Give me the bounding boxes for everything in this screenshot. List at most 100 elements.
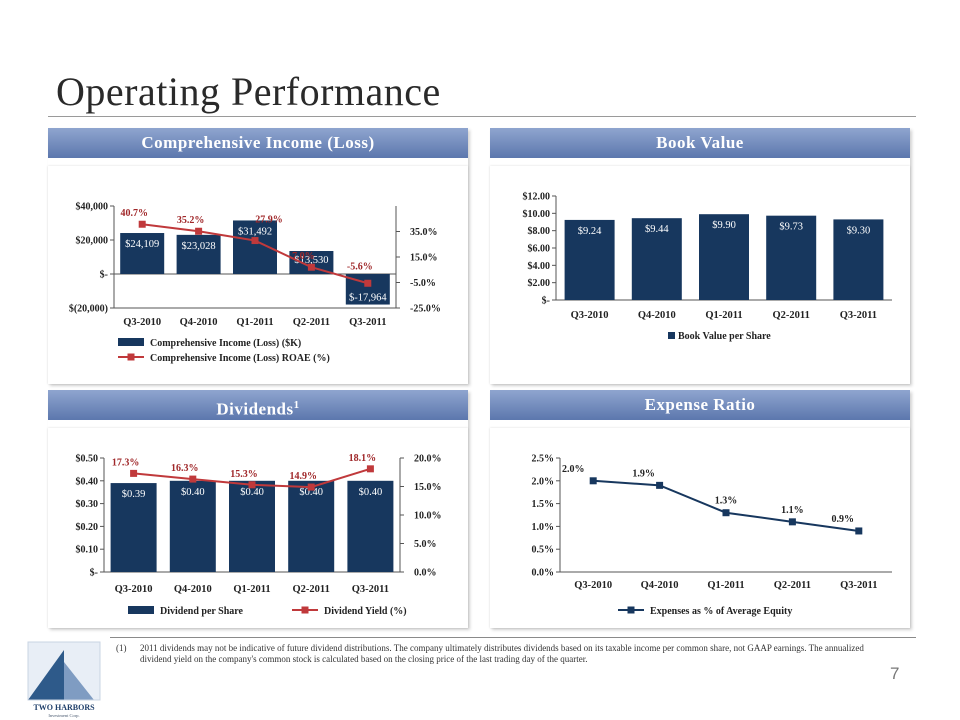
page-number: 7	[890, 664, 900, 683]
income-category-label: Q3-2010	[123, 317, 161, 328]
income-panel-body: $40,000 $20,000 $- $(20,000) 35.0% 15.0% -5.0%…	[48, 166, 468, 384]
dividends-bar-data-label: $0.40	[359, 487, 383, 498]
book-value-panel-body: $12.00 $10.00 $8.00 $6.00 $4.00 $2.00 $- Q3-201…	[490, 166, 910, 384]
dividends-panel: Dividends1 $0.50 $0.40 $0.30 $0.20 $0.10 $- 20…	[48, 390, 468, 628]
expense-ratio-chart: 2.5% 2.0% 1.5% 1.0% 0.5% 0.0% Q3-2010 Q4-2010 Q1…	[532, 454, 892, 617]
income-bar-data-label: $23,028	[182, 241, 216, 252]
income-bar-data-label: $-17,964	[349, 293, 387, 304]
dividends-y-tick-label-left: $-	[90, 568, 98, 579]
dividends-y-tick-label-left: $0.40	[76, 476, 99, 487]
income-y-tick-label-right: -25.0%	[410, 304, 441, 315]
dividends-line-data-label: 14.9%	[289, 471, 317, 482]
expense-y-tick-label-left: 0.5%	[532, 545, 555, 556]
book-value-panel: Book Value $12.00 $10.00 $8.00 $6.00 $4.00 $2…	[490, 128, 910, 384]
book-category-label: Q3-2011	[840, 310, 877, 321]
income-line-point	[138, 220, 146, 228]
book-y-tick-label-left: $12.00	[523, 192, 551, 203]
expense-line-data-label: 1.3%	[715, 496, 738, 507]
expense-y-tick-label-left: 2.0%	[532, 476, 555, 487]
dividends-y-tick-label-right: 0.0%	[414, 568, 437, 579]
income-line-data-label: 27.9%	[255, 215, 283, 226]
dividends-bar	[169, 480, 216, 572]
footnote-marker: (1)	[116, 643, 127, 653]
dividends-line-point	[366, 465, 374, 473]
dividends-legend-label: Dividend per Share	[160, 606, 244, 617]
income-category-label: Q4-2010	[180, 317, 218, 328]
dividends-legend-swatch-marker	[301, 606, 309, 614]
dividends-line-point	[130, 469, 138, 477]
expense-line-data-label: 0.9%	[832, 514, 855, 525]
book-category-label: Q2-2011	[773, 310, 810, 321]
dividends-legend-swatch	[128, 606, 154, 614]
income-bar	[176, 234, 221, 274]
book-y-tick-label-left: $-	[542, 296, 550, 307]
book-y-tick-label-left: $6.00	[528, 244, 551, 255]
expense-ratio-panel-header: Expense Ratio	[490, 390, 910, 420]
income-line-data-label: 7.0%	[292, 251, 315, 262]
income-y-tick-label-right: 15.0%	[410, 253, 438, 264]
expense-y-tick-label-left: 2.5%	[532, 454, 555, 465]
dividends-line-point	[248, 481, 256, 489]
book-legend-label: Book Value per Share	[678, 331, 771, 342]
dividends-y-tick-label-right: 20.0%	[414, 454, 442, 465]
book-bar	[766, 215, 817, 300]
income-y-tick-label-right: 35.0%	[410, 227, 438, 238]
book-bar-data-label: $9.73	[779, 222, 803, 233]
book-y-tick-label-left: $8.00	[528, 226, 551, 237]
two-harbors-logo-icon: TWO HARBORS Investment Corp.	[27, 641, 101, 718]
book-y-tick-label-left: $4.00	[528, 261, 551, 272]
dividends-y-tick-label-left: $0.20	[76, 522, 99, 533]
dividends-line-data-label: 17.3%	[112, 457, 140, 468]
book-value-chart: $12.00 $10.00 $8.00 $6.00 $4.00 $2.00 $- Q3-201…	[523, 192, 892, 342]
income-line-point	[307, 263, 315, 271]
income-line-point	[364, 279, 372, 287]
income-legend-label: Comprehensive Income (Loss) ($K)	[150, 338, 301, 349]
dividends-category-label: Q2-2011	[293, 584, 330, 595]
income-panel-header: Comprehensive Income (Loss)	[48, 128, 468, 158]
book-bar-data-label: $9.90	[712, 220, 736, 231]
dividends-bar	[229, 480, 275, 572]
book-y-tick-label-left: $2.00	[528, 278, 551, 289]
book-bar-data-label: $9.30	[847, 225, 871, 236]
expense-category-label: Q4-2010	[641, 580, 679, 591]
income-line-point	[251, 237, 259, 245]
dividends-category-label: Q1-2011	[233, 584, 270, 595]
income-y-tick-label-left: $20,000	[76, 236, 109, 247]
dividends-category-label: Q3-2011	[352, 584, 389, 595]
book-bar-data-label: $9.44	[645, 224, 669, 235]
dividends-chart: $0.50 $0.40 $0.30 $0.20 $0.10 $- 20.0% 15.0% 10.…	[76, 453, 442, 617]
expense-y-tick-label-left: 0.0%	[532, 568, 555, 579]
income-legend-label: Comprehensive Income (Loss) ROAE (%)	[150, 353, 330, 364]
income-bar-data-label: $31,492	[238, 226, 272, 237]
income-category-label: Q3-2011	[349, 317, 386, 328]
income-y-tick-label-left: $-	[100, 270, 108, 281]
dividends-line-point	[307, 483, 315, 491]
footnote-text: 2011 dividends may not be indicative of …	[140, 643, 864, 664]
dividends-bar	[110, 483, 157, 572]
book-legend-swatch	[668, 332, 675, 339]
expense-y-tick-label-left: 1.5%	[532, 499, 555, 510]
expense-category-label: Q1-2011	[707, 580, 744, 591]
book-bar	[564, 219, 615, 300]
dividends-y-tick-label-left: $0.30	[76, 499, 99, 510]
income-y-tick-label-right: -5.0%	[410, 278, 436, 289]
dividends-header-footnote-marker: 1	[293, 399, 300, 411]
income-panel: Comprehensive Income (Loss) $40,000 $20,0…	[48, 128, 468, 384]
book-bar	[833, 219, 884, 300]
income-legend-swatch-marker	[127, 353, 135, 361]
footnote-divider	[110, 637, 916, 638]
expense-ratio-panel-body: 2.5% 2.0% 1.5% 1.0% 0.5% 0.0% Q3-2010 Q4-2010 Q1…	[490, 428, 910, 628]
book-category-label: Q4-2010	[638, 310, 676, 321]
dividends-legend-label: Dividend Yield (%)	[324, 606, 407, 617]
income-legend-swatch	[118, 338, 144, 346]
expense-line-point	[722, 509, 730, 517]
income-y-tick-label-left: $(20,000)	[69, 304, 108, 315]
dividends-bar-data-label: $0.40	[299, 487, 323, 498]
income-y-tick-label-left: $40,000	[76, 202, 109, 213]
dividends-bar	[288, 480, 335, 572]
title-divider	[48, 116, 916, 117]
income-bar-data-label: $24,109	[125, 239, 159, 250]
page-title: Operating Performance	[56, 69, 441, 114]
expense-line-point	[589, 477, 597, 485]
expense-category-label: Q2-2011	[774, 580, 811, 591]
